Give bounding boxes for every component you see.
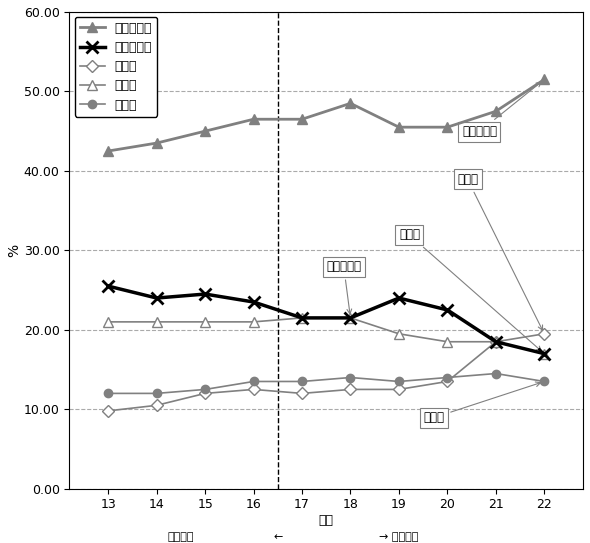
Text: ←: ←	[273, 533, 283, 542]
Legend: 義務的経費, 投資的経費, 扶助費, 人件費, 公債費: 義務的経費, 投資的経費, 扶助費, 人件費, 公債費	[74, 17, 157, 117]
X-axis label: 年度: 年度	[319, 514, 334, 527]
Text: 人件費: 人件費	[399, 229, 541, 351]
Text: 扶助費: 扶助費	[457, 173, 543, 330]
Text: 義務的経費: 義務的経費	[462, 82, 541, 138]
Text: 旧浜松市: 旧浜松市	[168, 533, 194, 542]
Text: 公債費: 公債費	[423, 382, 540, 424]
Text: 投資的経費: 投資的経費	[326, 260, 361, 314]
Y-axis label: %: %	[7, 244, 21, 257]
Text: → 新浜松市: → 新浜松市	[379, 533, 419, 542]
